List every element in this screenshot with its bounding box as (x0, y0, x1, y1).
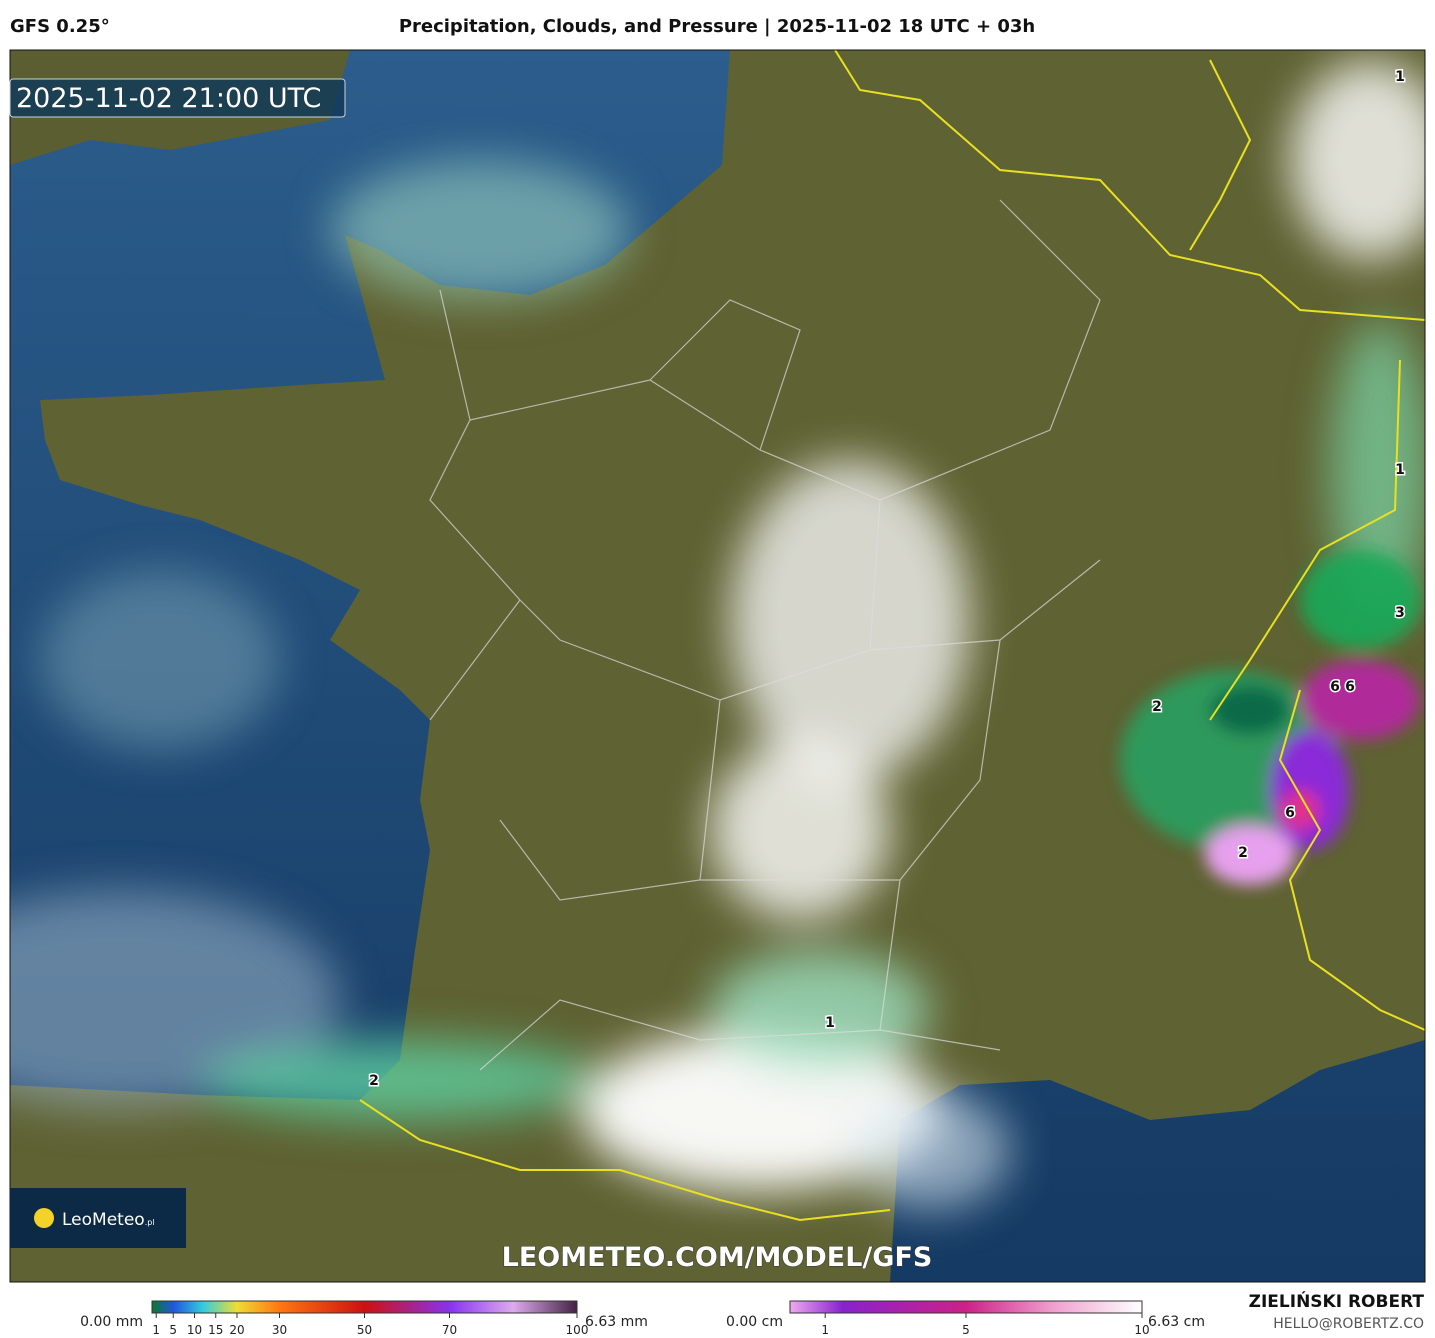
colorbar-tick-label: 10 (187, 1323, 202, 1337)
snow-min: 0.00 cm (726, 1314, 783, 1330)
colorbar-tick-label: 1 (152, 1323, 160, 1337)
snow-max: 6.63 cm (1148, 1314, 1205, 1330)
colorbar-tick-label: 100 (566, 1323, 589, 1337)
rain-colorbar (151, 1300, 578, 1314)
pressure-label: 2 (1238, 845, 1248, 861)
model-name: GFS 0.25° (10, 16, 110, 37)
timestamp: 2025-11-02 21:00 UTC (16, 83, 321, 114)
pressure-labels: 11132666212 (368, 68, 1407, 1091)
colorbar-tick-label: 10 (1134, 1323, 1149, 1337)
rain-max: 6.63 mm (585, 1314, 648, 1330)
colorbar-tick-label: 30 (272, 1323, 287, 1337)
pressure-label: 1 (825, 1015, 835, 1031)
regional-borders (429, 199, 1101, 1071)
logo-suffix: .pl (145, 1218, 155, 1227)
pressure-label: 2 (1152, 699, 1162, 715)
pressure-label: 6 (1285, 805, 1295, 821)
title: Precipitation, Clouds, and Pressure | 20… (399, 16, 1035, 37)
colorbar-tick-label: 5 (169, 1323, 177, 1337)
timestamp-box (9, 78, 346, 118)
pressure-label: 6 (1330, 679, 1340, 695)
rain-min: 0.00 mm (80, 1314, 143, 1330)
colorbar-tick-label: 20 (229, 1323, 244, 1337)
logo-text: LeoMeteo (62, 1210, 145, 1230)
author: ZIELIŃSKI ROBERT (1249, 1290, 1425, 1312)
pressure-label: 6 (1345, 679, 1355, 695)
colorbar-tick-label: 1 (821, 1323, 829, 1337)
colorbar-tick-label: 5 (962, 1323, 970, 1337)
logo: LeoMeteo.pl (62, 1210, 155, 1230)
pressure-label: 1 (1395, 462, 1405, 478)
land (10, 50, 1425, 1282)
logo-sun (34, 1208, 54, 1228)
colorbar-tick-label: 50 (357, 1323, 372, 1337)
colorbar-tick-label: 15 (208, 1323, 223, 1337)
watermark: LEOMETEO.COM/MODEL/GFS (502, 1242, 933, 1273)
map (10, 50, 1425, 1282)
country-border (359, 50, 1425, 1222)
map-frame (9, 49, 1426, 1283)
pressure-label: 1 (1395, 69, 1405, 85)
pressure-label: 3 (1395, 605, 1405, 621)
pressure-label: 2 (369, 1073, 379, 1089)
email: HELLO@ROBERTZ.CO (1273, 1316, 1424, 1332)
precipitation (1120, 550, 1420, 885)
snow-colorbar (789, 1300, 1143, 1314)
clouds (10, 60, 1425, 1210)
colorbar-tick-label: 70 (442, 1323, 457, 1337)
